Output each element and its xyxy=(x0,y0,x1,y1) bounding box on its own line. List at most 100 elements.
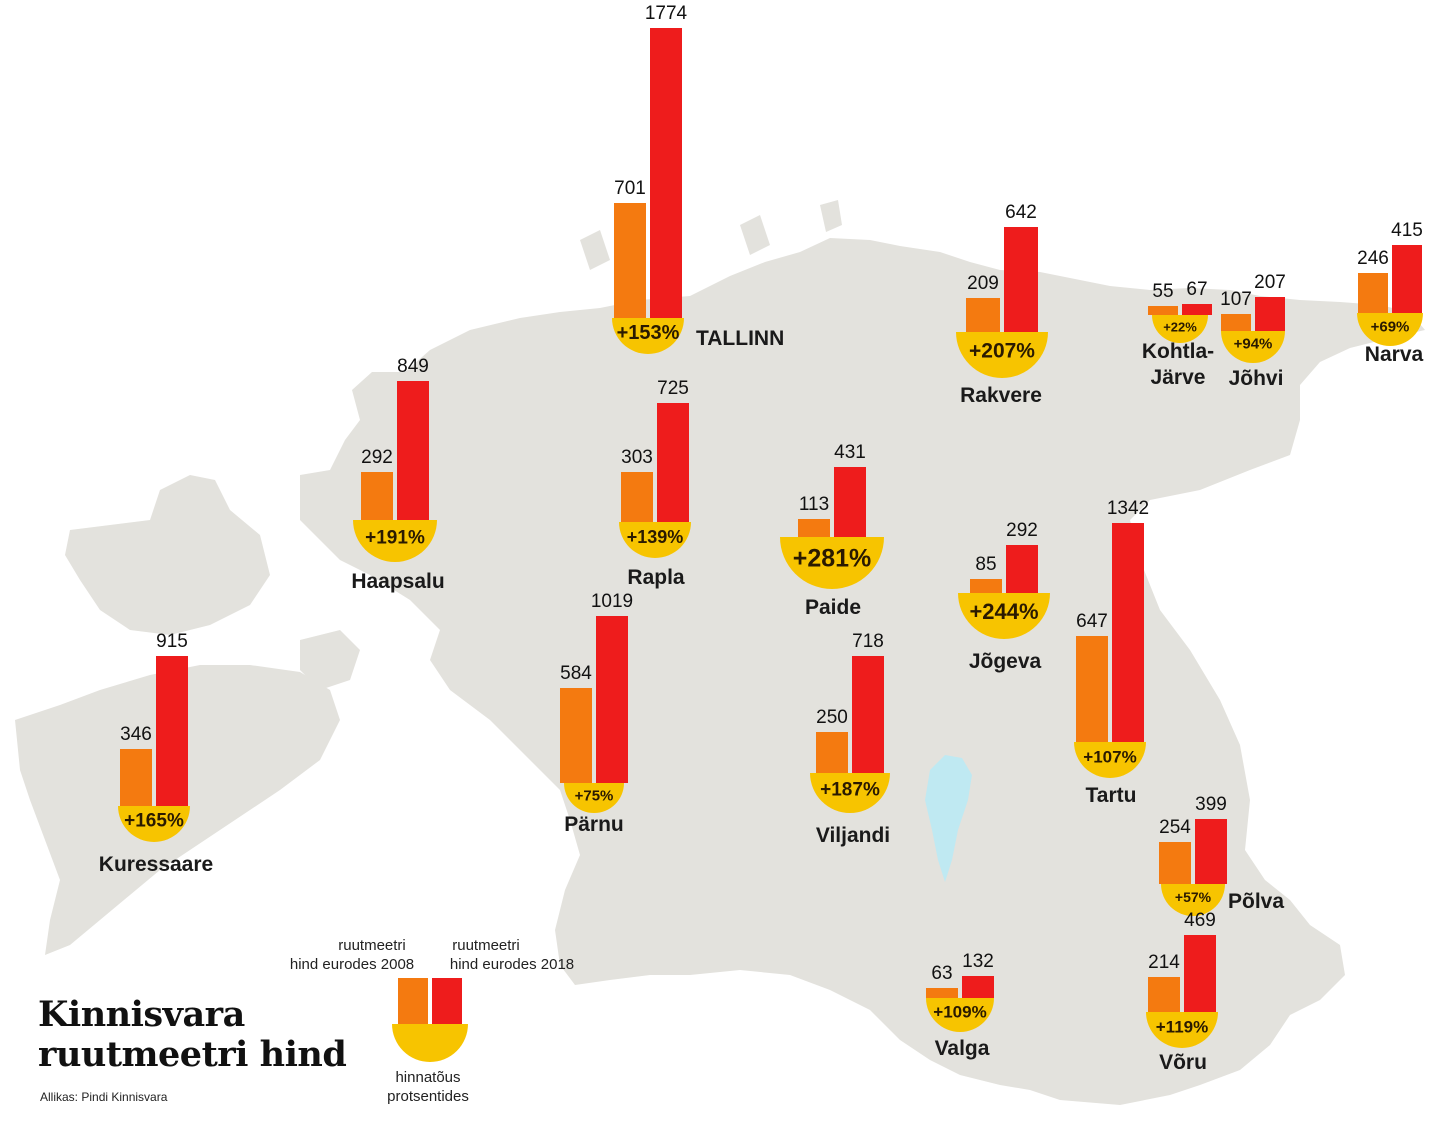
bar-2008-paide xyxy=(798,518,830,537)
value-2008-paide: 113 xyxy=(798,493,830,515)
city-label-kuressaare: Kuressaare xyxy=(98,853,214,876)
value-2018-johvi: 207 xyxy=(1254,272,1286,294)
bar-2018-rapla xyxy=(657,403,689,522)
value-2018-viljandi: 718 xyxy=(852,630,884,652)
change-disc-johvi xyxy=(1221,331,1285,363)
value-2018-paide: 431 xyxy=(834,441,866,463)
bar-2018-parnu xyxy=(596,616,628,783)
change-disc-valga xyxy=(926,998,994,1032)
bar-2008-kohtla-jarve xyxy=(1148,306,1178,315)
legend-2008-line2: hind eurodes 2008 xyxy=(289,956,415,973)
city-label-kohtla-jarve: Kohtla- xyxy=(1141,340,1215,363)
bar-2008-valga xyxy=(926,987,958,998)
value-2018-parnu: 1019 xyxy=(590,591,634,613)
value-2018-tartu: 1342 xyxy=(1106,497,1150,519)
change-label-jogeva: +244% xyxy=(969,599,1039,625)
city-label-tallinn: TALLINN xyxy=(696,327,785,350)
bar-2018-rakvere xyxy=(1004,227,1038,332)
city-label-polva: Põlva xyxy=(1228,890,1285,913)
value-2008-valga: 63 xyxy=(931,962,953,984)
bar-2008-kuressaare xyxy=(120,749,152,806)
value-2008-jogeva: 85 xyxy=(975,554,997,576)
change-label-rakvere: +207% xyxy=(969,339,1035,363)
bar-2018-narva xyxy=(1392,245,1422,313)
change-disc-parnu xyxy=(564,783,624,813)
change-label-tartu: +107% xyxy=(1083,747,1137,767)
value-2008-kuressaare: 346 xyxy=(120,724,152,746)
city-label-parnu: Pärnu xyxy=(564,813,624,836)
change-disc-rapla xyxy=(619,522,691,558)
change-label-viljandi: +187% xyxy=(820,779,880,801)
value-2018-valga: 132 xyxy=(962,951,994,973)
change-label-polva: +57% xyxy=(1174,889,1212,906)
value-2018-narva: 415 xyxy=(1391,220,1423,242)
bar-2008-tartu xyxy=(1076,636,1108,742)
city-label-voru: Võru xyxy=(1159,1051,1207,1074)
value-2018-kohtla-jarve: 67 xyxy=(1186,279,1208,301)
change-label-tallinn: +153% xyxy=(616,322,680,345)
change-label-haapsalu: +191% xyxy=(365,527,425,549)
value-2008-narva: 246 xyxy=(1357,247,1389,269)
bar-2018-polva xyxy=(1195,818,1227,884)
change-label-parnu: +75% xyxy=(574,787,614,805)
bar-2018-tallinn xyxy=(650,28,682,318)
bar-2018-haapsalu xyxy=(397,381,429,520)
bar-2018-voru xyxy=(1184,935,1216,1012)
value-2008-kohtla-jarve: 55 xyxy=(1152,281,1174,302)
bar-2008-parnu xyxy=(560,687,592,783)
city-label-rapla: Rapla xyxy=(627,566,685,589)
bar-2008-voru xyxy=(1148,977,1180,1012)
legend-2018-line2: hind eurodes 2018 xyxy=(449,956,575,973)
change-disc-tartu xyxy=(1074,742,1146,778)
hiiumaa-shape xyxy=(65,475,270,635)
value-2018-rapla: 725 xyxy=(657,378,689,400)
bar-2008-rapla xyxy=(621,472,653,522)
change-disc-narva xyxy=(1357,313,1423,346)
value-2018-haapsalu: 849 xyxy=(397,356,429,378)
value-2018-jogeva: 292 xyxy=(1006,520,1038,542)
legend-change-line1: hinnatõus xyxy=(395,1069,461,1086)
chart-title-line2: ruutmeetri hind xyxy=(38,1034,347,1075)
bar-2008-haapsalu xyxy=(361,472,393,520)
change-label-johvi: +94% xyxy=(1233,335,1273,353)
city-label-kohtla-jarve-line2: Järve xyxy=(1150,366,1206,389)
value-2018-voru: 469 xyxy=(1184,910,1216,932)
city-label-tartu: Tartu xyxy=(1085,784,1137,807)
change-disc-kohtla-jarve xyxy=(1152,315,1208,343)
change-label-narva: +69% xyxy=(1370,318,1410,336)
bar-2008-rakvere xyxy=(966,297,1000,332)
value-2008-polva: 254 xyxy=(1159,817,1191,839)
muhu-shape xyxy=(300,630,360,690)
bar-2018-tartu xyxy=(1112,522,1144,742)
value-2018-tallinn: 1774 xyxy=(644,3,688,24)
legend-swatch-2018 xyxy=(432,978,462,1024)
value-2018-polva: 399 xyxy=(1195,793,1227,815)
chart-title-line1: Kinnisvara xyxy=(38,994,245,1035)
legend-change-line2: protsentides xyxy=(387,1088,469,1105)
value-2008-rakvere: 209 xyxy=(967,272,999,294)
value-2018-rakvere: 642 xyxy=(1005,202,1037,224)
change-disc-tallinn xyxy=(612,318,684,354)
bar-2008-polva xyxy=(1159,842,1191,884)
city-label-valga: Valga xyxy=(934,1037,990,1060)
change-disc-kuressaare xyxy=(118,806,190,842)
lake-vortsjarv xyxy=(925,755,972,882)
change-label-kohtla-jarve: +22% xyxy=(1163,319,1197,335)
bar-2008-viljandi xyxy=(816,732,848,773)
value-2008-viljandi: 250 xyxy=(816,707,848,729)
change-disc-voru xyxy=(1146,1012,1218,1048)
legend-2018-line1: ruutmeetri xyxy=(452,937,520,954)
change-disc-haapsalu xyxy=(353,520,437,562)
source-note: Allikas: Pindi Kinnisvara xyxy=(40,1090,168,1104)
bar-2018-viljandi xyxy=(852,655,884,773)
city-label-narva: Narva xyxy=(1364,343,1424,366)
value-2008-parnu: 584 xyxy=(560,662,592,684)
city-label-haapsalu: Haapsalu xyxy=(351,570,445,593)
legend-swatch-2008 xyxy=(398,978,428,1024)
value-2008-haapsalu: 292 xyxy=(361,447,393,469)
value-2008-rapla: 303 xyxy=(621,447,653,469)
value-2008-tallinn: 701 xyxy=(614,178,646,200)
legend-swatch-change xyxy=(392,1024,468,1062)
change-label-rapla: +139% xyxy=(626,527,684,548)
city-label-rakvere: Rakvere xyxy=(960,384,1042,407)
